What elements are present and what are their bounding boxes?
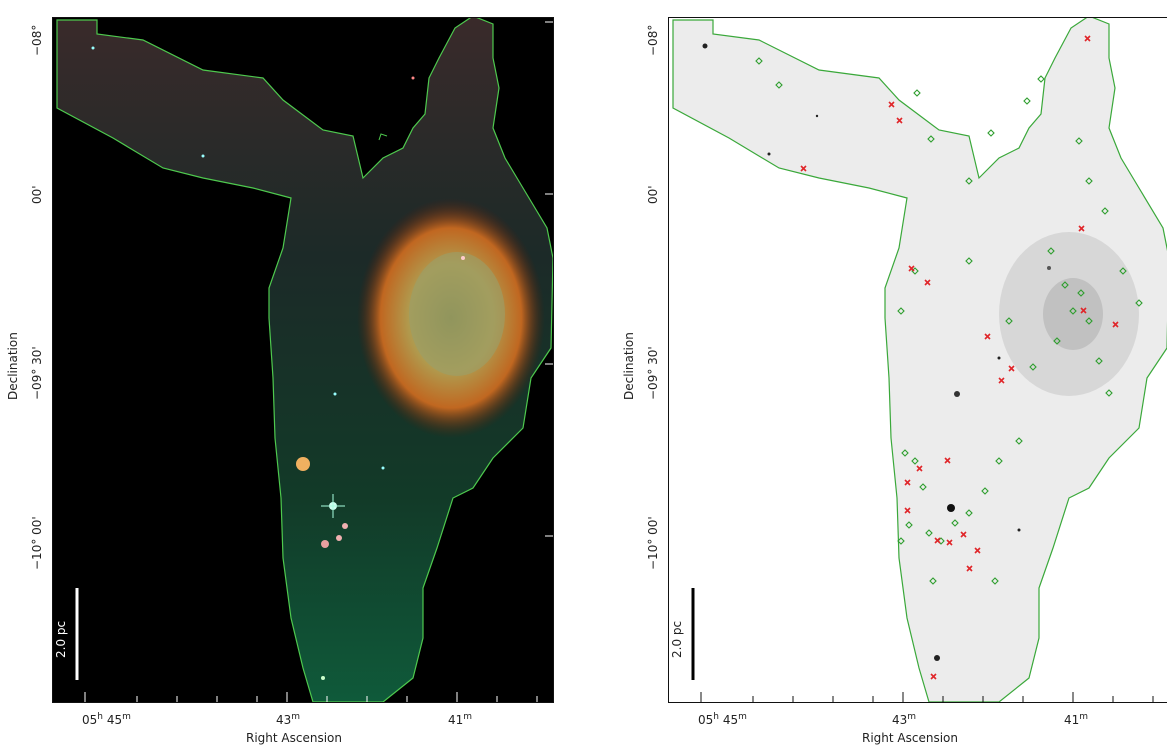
right-y-tick-label: −10° 00' <box>646 516 660 570</box>
right-scale-bar: 2.0 pc <box>670 588 695 680</box>
right-x-tick-label: 05h 45m <box>698 712 747 727</box>
bright-source <box>296 457 310 471</box>
right-y-tick-label: 00' <box>646 185 660 204</box>
left-coverage-region <box>56 18 553 702</box>
left-y-axis-label: Declination <box>6 332 20 400</box>
svg-text:2.0 pc: 2.0 pc <box>54 621 68 658</box>
right-coverage-region <box>672 18 1167 702</box>
left-image: 2.0 pc <box>53 18 553 702</box>
source-markers-cross <box>800 35 1119 680</box>
left-y-tick-label: −10° 00' <box>30 516 44 570</box>
right-x-axis-label: Right Ascension <box>862 731 958 745</box>
right-panel: 2.0 pc Declination −08° 00' −09° 30' −10… <box>616 0 1167 750</box>
left-plot-frame: 2.0 pc <box>52 17 554 703</box>
source-markers-diamond <box>755 57 1143 585</box>
right-image: 2.0 pc <box>669 18 1167 702</box>
left-x-axis-label: Right Ascension <box>246 731 342 745</box>
right-y-tick-label: −09° 30' <box>646 346 660 400</box>
svg-text:2.0 pc: 2.0 pc <box>670 621 684 658</box>
left-y-tick-label: 00' <box>30 185 44 204</box>
left-panel: 2.0 pc Declination −08° 00' −09° 30' −10… <box>0 0 570 750</box>
right-x-tick-label: 43m <box>892 712 917 727</box>
left-y-tick-label: −09° 30' <box>30 346 44 400</box>
left-scale-bar: 2.0 pc <box>54 588 79 680</box>
right-y-axis-label: Declination <box>622 332 636 400</box>
left-x-tick-label: 41m <box>448 712 473 727</box>
right-x-tick-label: 41m <box>1064 712 1089 727</box>
right-plot-frame: 2.0 pc <box>668 17 1167 703</box>
left-y-tick-label: −08° <box>30 24 44 56</box>
right-y-tick-label: −08° <box>646 24 660 56</box>
left-x-tick-label: 43m <box>276 712 301 727</box>
left-x-tick-label: 05h 45m <box>82 712 131 727</box>
